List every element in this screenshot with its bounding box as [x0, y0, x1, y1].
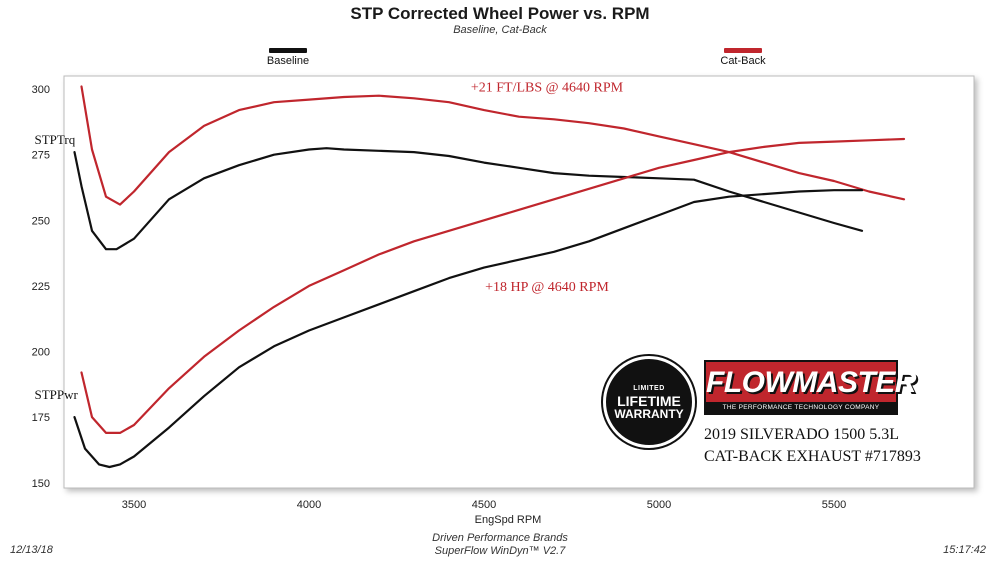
- y-tick-label: 150: [32, 478, 50, 490]
- chart-title: STP Corrected Wheel Power vs. RPM: [350, 4, 650, 23]
- y-axis: 150 175 200 225 250 275 300: [32, 84, 50, 490]
- vehicle-info: 2019 SILVERADO 1500 5.3L CAT-BACK EXHAUS…: [704, 424, 921, 468]
- legend-item-cat-back: Cat-Back: [698, 48, 788, 67]
- series-labels: STPTrq STPPwr: [35, 132, 79, 402]
- vehicle-info-line2: CAT-BACK EXHAUST #717893: [704, 448, 921, 465]
- brand-name: FLOWMASTER: [706, 366, 916, 399]
- badge-line1: LIFETIME: [617, 392, 681, 409]
- series-label: STPPwr: [35, 387, 79, 402]
- x-axis-label: EngSpd RPM: [475, 514, 542, 526]
- legend-label-baseline: Baseline: [266, 55, 310, 67]
- series-line-stptrq-cat-back: [80, 85, 906, 206]
- legend-swatch-cat-back: [724, 48, 762, 53]
- series-label: STPTrq: [35, 132, 76, 147]
- x-tick-label: 4000: [297, 499, 321, 511]
- footer-company: Driven Performance Brands: [432, 532, 568, 544]
- brand-tagline: THE PERFORMANCE TECHNOLOGY COMPANY: [706, 402, 896, 413]
- plot-frame: [63, 75, 975, 489]
- chart-subtitle: Baseline, Cat-Back: [453, 24, 547, 36]
- footer-software: SuperFlow WinDyn™ V2.7: [434, 545, 566, 557]
- footer-date: 12/13/18: [10, 544, 53, 556]
- x-tick-label: 3500: [122, 499, 146, 511]
- series-line-stppwr-cat-back: [80, 137, 906, 434]
- x-tick-label: 5000: [647, 499, 671, 511]
- series-line-stptrq-baseline: [73, 147, 864, 251]
- y-tick-label: 200: [32, 347, 50, 359]
- y-tick-label: 175: [32, 412, 50, 424]
- legend-swatch-baseline: [269, 48, 307, 53]
- vehicle-info-line1: 2019 SILVERADO 1500 5.3L: [704, 426, 899, 443]
- y-tick-label: 300: [32, 84, 50, 96]
- x-tick-label: 5500: [822, 499, 846, 511]
- flowmaster-logo: FLOWMASTER THE PERFORMANCE TECHNOLOGY CO…: [704, 360, 916, 415]
- series-line-stppwr-baseline: [73, 189, 864, 469]
- badge-line2: WARRANTY: [614, 406, 684, 421]
- series-lines: [73, 85, 906, 469]
- x-tick-label: 4500: [472, 499, 496, 511]
- badge-top-text: LIMITED: [633, 384, 665, 392]
- y-tick-label: 250: [32, 215, 50, 227]
- annotation-label: +18 HP @ 4640 RPM: [485, 280, 609, 295]
- legend-item-baseline: Baseline: [243, 48, 333, 67]
- y-tick-label: 275: [32, 150, 50, 162]
- warranty-badge: LIMITED LIFETIME WARRANTY: [603, 356, 695, 448]
- legend-label-cat-back: Cat-Back: [720, 55, 766, 67]
- footer-center: Driven Performance Brands SuperFlow WinD…: [0, 532, 1000, 558]
- x-axis: 3500 4000 4500 5000 5500: [122, 499, 846, 511]
- annotations: +21 FT/LBS @ 4640 RPM +18 HP @ 4640 RPM: [471, 81, 624, 295]
- y-tick-label: 225: [32, 281, 50, 293]
- annotation-label: +21 FT/LBS @ 4640 RPM: [471, 81, 624, 96]
- footer-time: 15:17:42: [943, 544, 986, 556]
